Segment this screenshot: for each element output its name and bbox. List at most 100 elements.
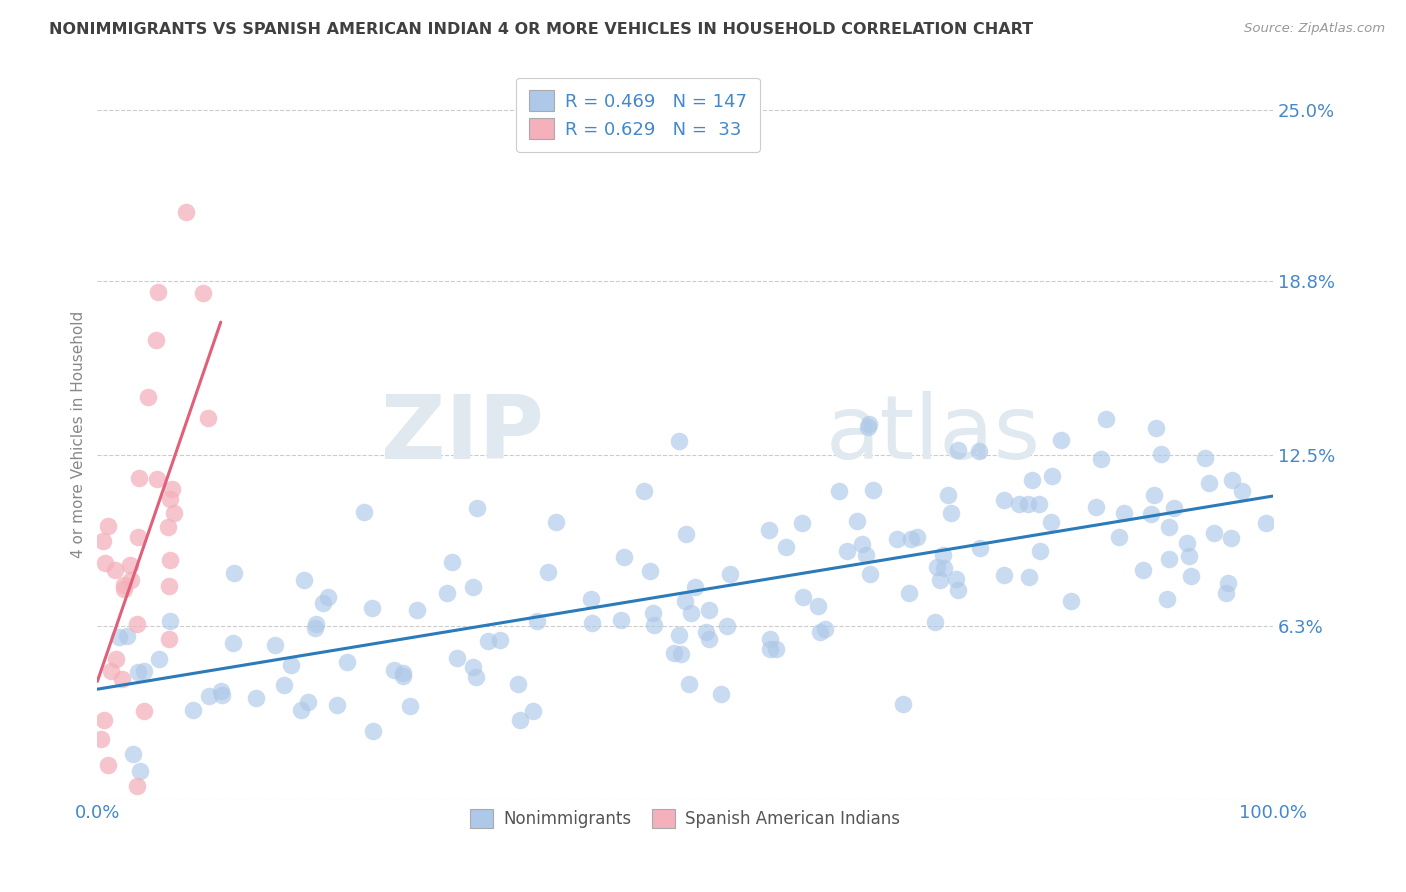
Point [145, 333, 167, 347]
Point [446, 650, 468, 665]
Point [1108, 530, 1130, 544]
Point [146, 285, 169, 300]
Point [858, 417, 880, 431]
Point [1112, 506, 1135, 520]
Point [681, 606, 703, 620]
Point [209, 684, 232, 698]
Point [827, 483, 849, 498]
Point [111, 672, 134, 686]
Point [993, 568, 1015, 582]
Point [360, 600, 382, 615]
Point [790, 516, 813, 531]
Point [537, 565, 560, 579]
Point [508, 677, 530, 691]
Point [138, 390, 160, 404]
Point [792, 591, 814, 605]
Point [758, 523, 780, 537]
Point [1220, 532, 1243, 546]
Point [1254, 516, 1277, 530]
Point [851, 537, 873, 551]
Point [932, 548, 955, 562]
Point [104, 652, 127, 666]
Text: Source: ZipAtlas.com: Source: ZipAtlas.com [1244, 22, 1385, 36]
Point [159, 614, 181, 628]
Point [1194, 451, 1216, 466]
Point [197, 411, 219, 425]
Point [125, 779, 148, 793]
Point [664, 646, 686, 660]
Point [129, 764, 152, 778]
Point [929, 573, 952, 587]
Point [157, 579, 180, 593]
Point [898, 585, 921, 599]
Point [509, 713, 531, 727]
Point [97, 519, 120, 533]
Point [945, 572, 967, 586]
Point [668, 628, 690, 642]
Point [193, 286, 215, 301]
Point [112, 578, 135, 592]
Point [465, 670, 488, 684]
Point [97, 758, 120, 772]
Point [392, 665, 415, 680]
Point [638, 564, 661, 578]
Point [675, 527, 697, 541]
Point [115, 629, 138, 643]
Point [222, 636, 245, 650]
Point [93, 714, 115, 728]
Point [643, 618, 665, 632]
Point [336, 655, 359, 669]
Point [399, 698, 422, 713]
Point [316, 590, 339, 604]
Point [1132, 563, 1154, 577]
Point [613, 549, 636, 564]
Point [673, 594, 696, 608]
Point [181, 703, 204, 717]
Point [405, 603, 427, 617]
Point [939, 507, 962, 521]
Point [1157, 519, 1180, 533]
Point [1095, 412, 1118, 426]
Point [695, 625, 717, 640]
Point [297, 695, 319, 709]
Point [1143, 488, 1166, 502]
Point [292, 573, 315, 587]
Point [1146, 420, 1168, 434]
Point [759, 641, 782, 656]
Point [1149, 447, 1171, 461]
Point [1059, 594, 1081, 608]
Point [94, 556, 117, 570]
Point [1040, 469, 1063, 483]
Point [127, 665, 149, 680]
Point [1021, 473, 1043, 487]
Point [128, 471, 150, 485]
Point [1178, 549, 1201, 563]
Point [581, 616, 603, 631]
Point [463, 660, 485, 674]
Point [104, 563, 127, 577]
Point [1028, 497, 1050, 511]
Point [100, 665, 122, 679]
Point [855, 548, 877, 562]
Point [264, 638, 287, 652]
Point [1230, 483, 1253, 498]
Point [222, 566, 245, 580]
Point [643, 606, 665, 620]
Point [273, 678, 295, 692]
Point [132, 664, 155, 678]
Point [905, 529, 928, 543]
Point [125, 617, 148, 632]
Point [685, 580, 707, 594]
Point [1216, 575, 1239, 590]
Point [361, 724, 384, 739]
Point [925, 560, 948, 574]
Point [886, 532, 908, 546]
Point [807, 599, 830, 614]
Point [969, 541, 991, 556]
Point [522, 704, 544, 718]
Point [775, 541, 797, 555]
Point [163, 506, 186, 520]
Point [391, 669, 413, 683]
Point [157, 520, 180, 534]
Point [856, 420, 879, 434]
